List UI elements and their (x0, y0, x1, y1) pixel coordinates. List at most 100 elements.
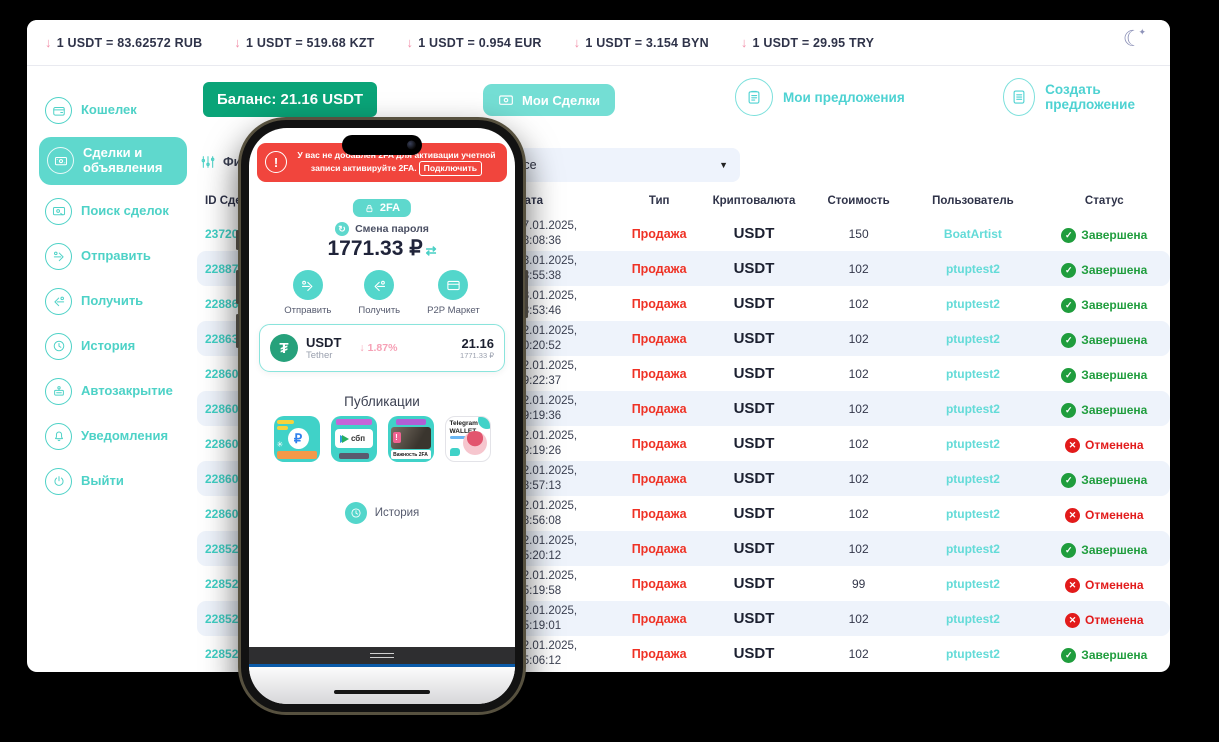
change-password-link[interactable]: ↻ Смена пароля (249, 222, 515, 236)
deal-id-link[interactable]: 23720 (205, 226, 239, 241)
deal-user-link[interactable]: ptuptest2 (945, 611, 1000, 626)
deal-user-link[interactable]: ptuptest2 (945, 471, 1000, 486)
deal-user-link[interactable]: ptuptest2 (945, 436, 1000, 451)
deal-user-link[interactable]: BoatArtist (943, 226, 1002, 241)
deal-crypto: USDT (733, 469, 775, 487)
deal-id-link[interactable]: 22886 (205, 296, 239, 311)
cell-type: Продажа (620, 461, 699, 496)
sidebar-item-label: Поиск сделок (81, 202, 169, 218)
check-icon: ✓ (1061, 227, 1077, 243)
status-badge: ✕ Отменена (1065, 507, 1144, 523)
action-send[interactable]: Отправить (284, 270, 331, 316)
deal-id-link[interactable]: 22860 (205, 401, 239, 416)
deal-type: Продажа (631, 576, 687, 591)
deal-id-link[interactable]: 22852 (205, 611, 239, 626)
table-row: 22852 02.01.2025, 15:06:12 Продажа USDT 102 pt… (197, 636, 1170, 671)
action-receive[interactable]: Получить (358, 270, 400, 316)
chevron-down-icon: ▼ (719, 160, 728, 170)
sidebar-item-wallet[interactable]: Кошелек (27, 92, 197, 129)
dark-mode-toggle[interactable]: ☾✦ (1123, 28, 1146, 50)
deal-id-link[interactable]: 22852 (205, 541, 239, 556)
camera-icon (407, 140, 416, 150)
exchange-rate-text: 1 USDT = 519.68 KZT (246, 35, 375, 50)
phone-volume-up-button (236, 270, 239, 304)
deal-user-link[interactable]: ptuptest2 (945, 401, 1000, 416)
deal-crypto: USDT (733, 504, 775, 522)
deal-id-link[interactable]: 22860 (205, 471, 239, 486)
publication-tile-2fa[interactable]: ! Важность 2FA (387, 416, 434, 462)
deal-user-link[interactable]: ptuptest2 (945, 296, 1000, 311)
status-badge: ✕ Отменена (1065, 577, 1144, 593)
deal-user-link[interactable]: ptuptest2 (945, 331, 1000, 346)
create-offer-link[interactable]: Создать предложение (1003, 78, 1170, 116)
sidebar-item-send[interactable]: Отправить (27, 238, 197, 275)
twofa-warning-text: У вас не добавлен 2FA для активации учет… (297, 150, 496, 174)
history-button[interactable]: История (249, 502, 515, 524)
deal-id-link[interactable]: 22860 (205, 436, 239, 451)
twofa-button[interactable]: 2FA (352, 199, 412, 217)
deal-type: Продажа (631, 646, 687, 661)
action-card[interactable]: P2P Маркет (427, 270, 480, 316)
deal-id-link[interactable]: 22860 (205, 366, 239, 381)
publication-tile-telegram-wallet[interactable]: Telegram WALLET (444, 416, 491, 462)
my-deals-label: Мои Сделки (522, 92, 600, 108)
photo-thumbnail (390, 427, 431, 449)
deal-date: 02.01.2025, 19:22:37 (516, 359, 578, 387)
sidebar-item-search-deals[interactable]: Поиск сделок (27, 193, 197, 230)
my-offers-link[interactable]: Мои предложения (735, 78, 905, 116)
cell-date: 02.01.2025, 18:56:08 (508, 496, 620, 531)
exchange-rate-text: 1 USDT = 29.95 TRY (752, 35, 875, 50)
swap-icon[interactable]: ⇄ (425, 243, 437, 258)
sidebar-item-history[interactable]: История (27, 328, 197, 365)
cell-date: 02.01.2025, 19:19:36 (508, 391, 621, 426)
deal-user-link[interactable]: ptuptest2 (945, 541, 1000, 556)
publication-tile-sbp[interactable]: сбп (330, 416, 377, 462)
cell-status: ✓ Завершена (1038, 531, 1170, 566)
cell-crypto: USDT (698, 566, 810, 601)
deal-user-link[interactable]: ptuptest2 (945, 506, 1000, 521)
deal-id-link[interactable]: 22863 (205, 331, 239, 346)
sidebar-item-logout[interactable]: Выйти (27, 463, 197, 500)
deal-crypto: USDT (733, 644, 775, 662)
ruble-icon: ₽ (287, 428, 309, 449)
status-badge: ✓ Завершена (1061, 647, 1147, 663)
publication-tile-ruble[interactable]: ₽ ✳ (273, 416, 320, 462)
cell-status: ✕ Отменена (1038, 601, 1170, 636)
my-deals-button[interactable]: Мои Сделки (483, 84, 615, 116)
deal-user-link[interactable]: ptuptest2 (945, 576, 1000, 591)
deal-id-link[interactable]: 22887 (205, 261, 239, 276)
connect-2fa-button[interactable]: Подключить (418, 161, 483, 176)
cell-date: 17.01.2025, 18:08:36 (508, 216, 620, 251)
deal-id-link[interactable]: 22852 (205, 576, 239, 591)
sidebar-item-autoclose[interactable]: Автозакрытие (27, 373, 197, 410)
sidebar-item-deals[interactable]: Сделки и объявления (39, 137, 187, 185)
deal-user-link[interactable]: ptuptest2 (945, 646, 1000, 661)
sidebar-item-label: Кошелек (81, 102, 137, 118)
table-row: 22860 02.01.2025, 18:56:08 Продажа USDT 102 pt… (197, 496, 1170, 531)
column-header: Пользователь (932, 195, 1014, 207)
cell-user: ptuptest2 (907, 636, 1038, 671)
cell-crypto: USDT (698, 496, 810, 531)
deal-id-link[interactable]: 22852 (205, 646, 239, 661)
usdt-asset-card[interactable]: ₮ USDT Tether ↓ 1.87% 21.16 1771.33 ₽ (259, 324, 505, 372)
deal-type: Продажа (631, 226, 687, 241)
cell-type: Продажа (620, 566, 698, 601)
deal-cost: 102 (848, 436, 869, 451)
deal-date: 17.01.2025, 18:08:36 (516, 219, 578, 247)
home-indicator[interactable] (334, 690, 430, 694)
cell-date: 02.01.2025, 20:20:52 (508, 321, 621, 356)
check-icon: ✓ (1061, 332, 1077, 348)
sidebar-item-bell[interactable]: Уведомления (27, 418, 197, 455)
deal-user-link[interactable]: ptuptest2 (945, 261, 1000, 276)
sidebar-item-receive[interactable]: Получить (27, 283, 197, 320)
card-icon (438, 270, 469, 300)
deal-id-link[interactable]: 22860 (205, 506, 239, 521)
cell-status: ✓ Завершена (1038, 251, 1170, 286)
cell-user: ptuptest2 (907, 356, 1038, 391)
check-icon: ✓ (1061, 472, 1077, 488)
cell-status: ✕ Отменена (1039, 426, 1170, 461)
column-header: Статус (1084, 195, 1124, 207)
deal-date: 02.01.2025, 15:19:01 (516, 604, 578, 632)
deal-user-link[interactable]: ptuptest2 (945, 366, 1000, 381)
balance-button[interactable]: Баланс: 21.16 USDT (203, 82, 378, 117)
